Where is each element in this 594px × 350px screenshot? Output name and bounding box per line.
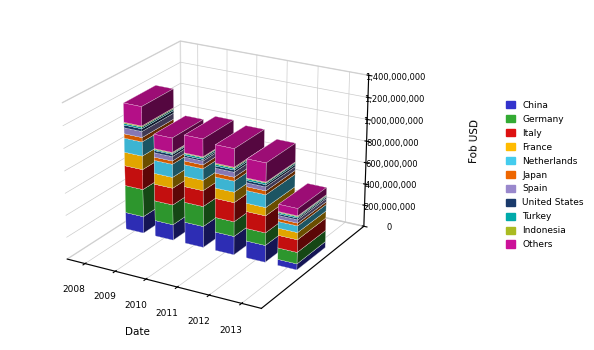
Legend: China, Germany, Italy, France, Netherlands, Japan, Spain, United States, Turkey,: China, Germany, Italy, France, Netherlan…	[506, 101, 583, 249]
X-axis label: Date: Date	[125, 327, 150, 337]
